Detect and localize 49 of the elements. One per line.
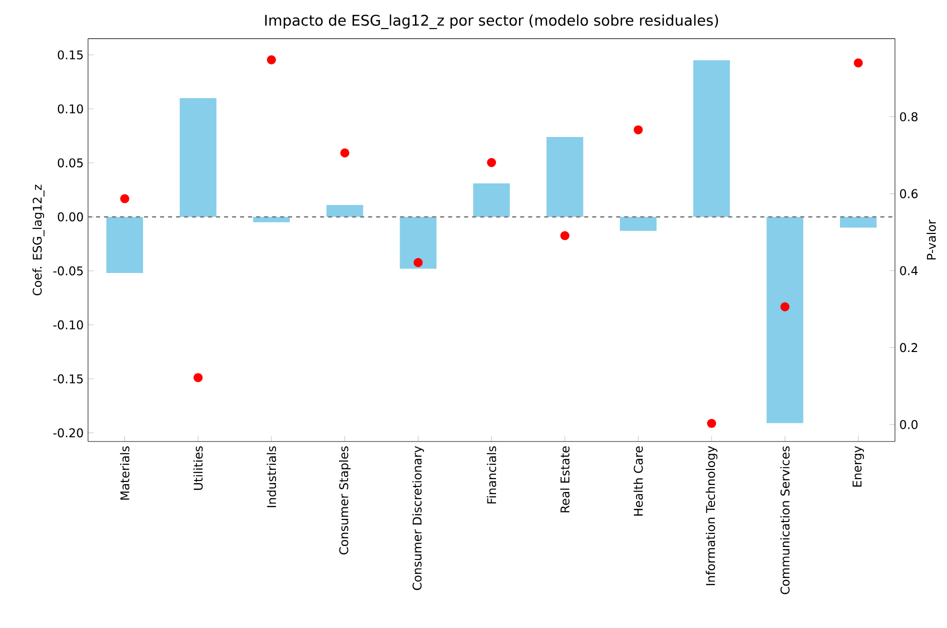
x-tick-label: Industrials [266,446,276,508]
y2-tick-label: 0.8 [900,112,918,122]
chart-title: Impacto de ESG_lag12_z por sector (modelo sobre residuales) [265,14,718,29]
point [634,125,643,134]
y-tick-label: -0.05 [53,266,83,276]
y-tick-label: -0.15 [53,374,83,384]
x-tick-label: Consumer Discretionary [412,446,424,590]
x-tick-label: Health Care [634,446,643,516]
point [266,55,276,64]
y-tick-label: -0.20 [53,428,83,438]
y-tick-label: -0.10 [53,320,83,330]
bar [180,98,216,217]
bar [253,216,290,222]
y2-axis-title: P-valor [926,219,936,260]
bar [766,216,804,424]
y-tick-label: 0.15 [58,50,83,60]
x-tick-label: Real Estate [560,446,570,512]
point [780,302,790,312]
bar [473,183,510,217]
point [560,231,570,240]
point [707,418,716,428]
x-tick-label: Information Technology [706,446,718,586]
point [120,194,130,204]
bar [693,60,730,217]
x-tick-label: Utilities [193,446,203,490]
bar [106,216,144,273]
x-tick-label: Communication Services [780,446,790,594]
y2-tick-label: 0.0 [900,420,918,429]
y2-tick-label: 0.2 [900,342,918,352]
bar [326,204,364,217]
bar [620,216,657,231]
bar [840,216,877,228]
bar [400,216,436,269]
x-tick-label: Materials [120,446,130,500]
bar [546,136,584,217]
y2-tick-label: 0.4 [900,266,918,276]
x-tick-label: Consumer Staples [338,446,351,554]
y2-tick-label: 0.6 [900,189,918,198]
x-tick-label: Financials [486,446,496,504]
point [486,158,496,167]
x-tick-label: Energy [852,446,864,487]
point [194,372,203,382]
y-tick-label: 0.10 [58,104,83,114]
point [414,258,423,268]
point [854,58,863,68]
point [340,148,350,158]
y-tick-label: 0.00 [58,212,83,222]
y-axis-title: Coef. ESG_lag12_z [32,184,44,296]
y-tick-label: 0.05 [58,158,83,168]
